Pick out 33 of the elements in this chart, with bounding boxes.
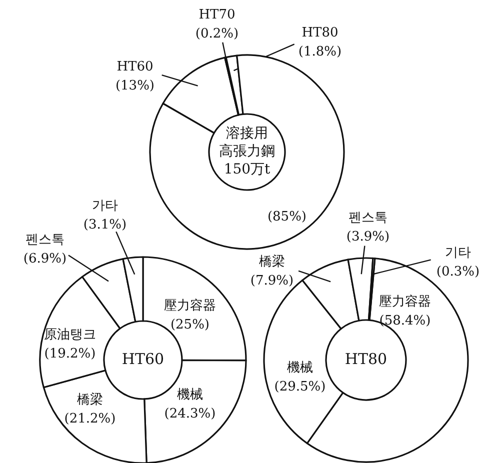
data-label: (0.2%) (195, 26, 239, 42)
data-label: (21.2%) (64, 411, 116, 426)
text: HT60 (122, 350, 164, 368)
data-label: (3.1%) (83, 217, 127, 232)
data-label: (29.5%) (274, 379, 326, 394)
slice-label: HT80 (302, 25, 338, 40)
slice-label: 가타 (92, 198, 118, 214)
data-label: (85%) (267, 209, 307, 224)
data-label: (25%) (170, 317, 210, 332)
slice-label: 펜스톡 (26, 232, 64, 248)
data-label: (3.9%) (346, 229, 390, 244)
slice-label: 機械 (287, 360, 313, 376)
data-label: (19.2%) (44, 346, 96, 362)
slice-label: 펜스톡 (348, 210, 388, 226)
slice-label: HT70 (198, 7, 236, 22)
slice-label: 壓力容器 (379, 293, 431, 310)
text: 溶接用高張力鋼 (219, 126, 275, 160)
data-label: (0.3%) (436, 264, 480, 280)
slice-label: 原油탱크 (44, 327, 96, 342)
slice-label: 橋梁 (77, 391, 103, 408)
slice-label: 機械 (177, 387, 203, 402)
text: HT80 (344, 350, 388, 368)
data-label: (1.8%) (298, 44, 342, 60)
slice-label: 壓力容器 (164, 297, 216, 314)
data-label: (7.9%) (250, 273, 294, 288)
slice-label: HT60 (116, 59, 154, 74)
data-label: (58.4%) (379, 313, 431, 328)
data-label: (13%) (115, 78, 155, 94)
data-label: (6.9%) (23, 251, 67, 266)
slice-label: 기타 (445, 245, 471, 260)
data-label: (24.3%) (164, 406, 216, 422)
text: 150万t (224, 162, 271, 178)
slice-label: 橋梁 (259, 253, 285, 270)
